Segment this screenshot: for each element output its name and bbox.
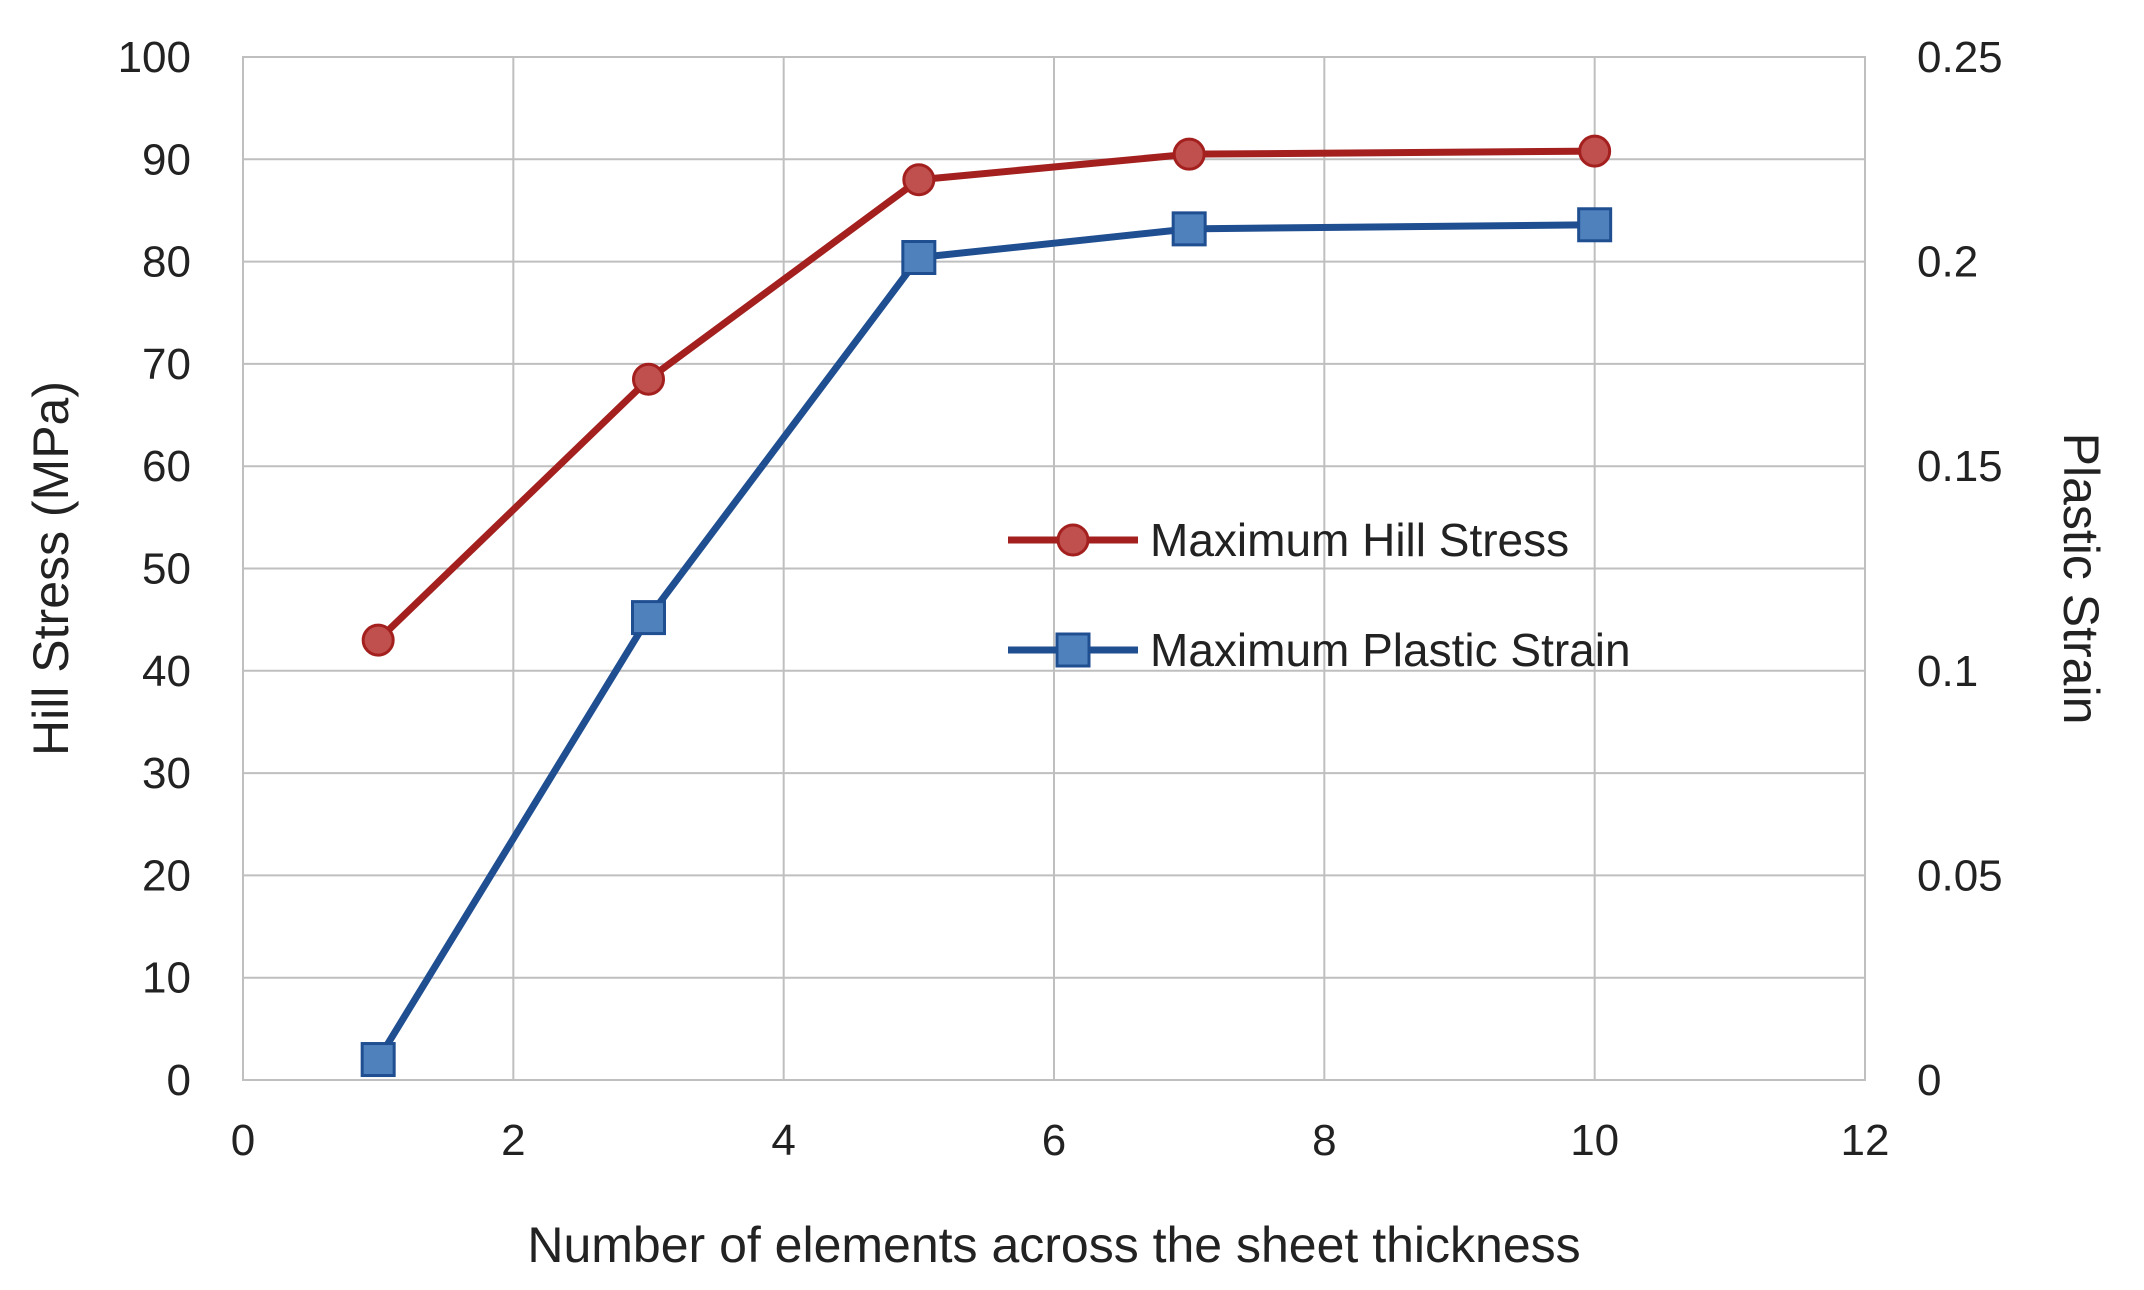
x-tick-label: 0 (231, 1116, 255, 1165)
y2-axis-tick-labels: 0 0.05 0.1 0.15 0.2 0.25 (1917, 33, 2003, 1105)
x-tick-label: 10 (1570, 1116, 1619, 1165)
point-maximum-hill-stress-4 (1578, 134, 1612, 168)
y-tick-label: 80 (142, 238, 191, 287)
y-tick-label: 20 (142, 851, 191, 900)
y2-tick-label: 0 (1917, 1056, 1941, 1105)
y-axis-tick-labels: 0 10 20 30 40 50 60 70 80 90 100 (118, 33, 191, 1105)
x-tick-label: 6 (1042, 1116, 1066, 1165)
x-tick-label: 4 (771, 1116, 795, 1165)
y-tick-label: 10 (142, 954, 191, 1003)
series-layer (360, 134, 1613, 1078)
y2-tick-label: 0.25 (1917, 33, 2003, 82)
point-maximum-plastic-strain-4 (1577, 207, 1613, 243)
point-maximum-plastic-strain-0 (360, 1042, 396, 1078)
plot-area-frame (242, 56, 1866, 1081)
y-tick-label: 60 (142, 442, 191, 491)
y-tick-label: 50 (142, 545, 191, 594)
x-tick-label: 8 (1312, 1116, 1336, 1165)
y-tick-label: 100 (118, 33, 191, 82)
y2-tick-label: 0.05 (1917, 851, 2003, 900)
point-maximum-plastic-strain-1 (631, 600, 666, 636)
grid-lines (242, 56, 1866, 1081)
point-maximum-hill-stress-1 (632, 362, 665, 396)
legend-marker-maximum-hill-stress (1056, 523, 1090, 557)
y2-axis-title: Plastic Strain (2053, 433, 2109, 725)
y2-tick-label: 0.1 (1917, 647, 1978, 696)
legend-label-maximum-hill-stress: Maximum Hill Stress (1150, 514, 1569, 566)
x-axis-title: Number of elements across the sheet thic… (527, 1217, 1580, 1273)
x-tick-label: 2 (501, 1116, 525, 1165)
y-tick-label: 70 (142, 340, 191, 389)
legend-marker-maximum-plastic-strain (1055, 632, 1091, 668)
point-maximum-hill-stress-0 (361, 623, 395, 657)
point-maximum-plastic-strain-3 (1171, 211, 1207, 247)
y2-tick-label: 0.15 (1917, 442, 2003, 491)
y-axis-title: Hill Stress (MPa) (23, 381, 79, 756)
point-maximum-plastic-strain-2 (901, 240, 937, 276)
x-axis-tick-labels: 0 2 4 6 8 10 12 (231, 1116, 1890, 1165)
y-tick-label: 40 (142, 647, 191, 696)
y-tick-label: 90 (142, 135, 191, 184)
point-maximum-hill-stress-3 (1172, 137, 1206, 171)
x-tick-label: 12 (1841, 1116, 1890, 1165)
legend-label-maximum-plastic-strain: Maximum Plastic Strain (1150, 624, 1631, 676)
legend: Maximum Hill Stress Maximum Plastic Strai… (1008, 514, 1631, 676)
y2-tick-label: 0.2 (1917, 238, 1978, 287)
y-tick-label: 0 (167, 1056, 191, 1105)
point-maximum-hill-stress-2 (902, 163, 936, 197)
y-tick-label: 30 (142, 749, 191, 798)
